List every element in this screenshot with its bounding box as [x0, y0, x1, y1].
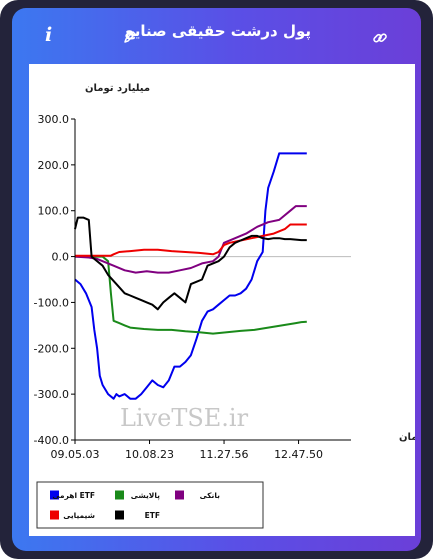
link-icon[interactable] — [372, 30, 388, 46]
x-tick-label: 11.27.56 — [200, 448, 249, 461]
chart-panel: میلیارد تومان زمان LiveTSE.ir -400.0 -300… — [29, 64, 423, 536]
y-tick-label: 100.0 — [38, 205, 70, 218]
widget-title: پول درشت حقیقی صنایع — [124, 22, 311, 40]
legend-label: ETF — [145, 511, 160, 520]
x-axis-label: زمان — [399, 432, 415, 443]
legend-label: شیمیایی — [63, 511, 95, 520]
legend-swatch — [115, 490, 124, 500]
legend-swatch — [50, 490, 59, 500]
pencil-icon[interactable] — [123, 30, 137, 44]
y-tick-label: -200.0 — [34, 342, 69, 355]
series-line — [75, 255, 307, 335]
x-tick-label: 09.05.03 — [51, 448, 100, 461]
legend-box — [36, 481, 264, 529]
y-tick-label: -400.0 — [34, 434, 69, 447]
y-tick-label: 0.0 — [52, 251, 70, 264]
y-tick-label: -100.0 — [34, 296, 69, 309]
series-line — [74, 152, 307, 400]
y-tick-label: -300.0 — [34, 388, 69, 401]
legend-swatch — [175, 490, 184, 500]
series-line — [74, 216, 307, 311]
x-tick-label: 10.08.23 — [125, 448, 174, 461]
widget-header: i پول درشت حقیقی صنایع — [12, 8, 421, 56]
series-line — [74, 205, 307, 274]
legend-label: اهرمی ETF — [52, 491, 95, 500]
y-tick-label: 300.0 — [38, 113, 70, 126]
legend-label: بانکی — [200, 491, 221, 500]
series-line — [75, 223, 307, 257]
widget-card: i پول درشت حقیقی صنایع میلیارد تومان زما… — [12, 8, 423, 551]
line-chart: میلیارد تومان زمان LiveTSE.ir -400.0 -300… — [34, 83, 423, 529]
x-tick-label: 12.47.50 — [274, 448, 323, 461]
y-tick-label: 200.0 — [38, 159, 70, 172]
watermark: LiveTSE.ir — [120, 404, 249, 432]
y-axis-label: میلیارد تومان — [85, 83, 150, 94]
legend-swatch — [50, 510, 59, 520]
legend-label: پالایشی — [131, 491, 160, 500]
legend-swatch — [115, 510, 124, 520]
info-icon[interactable]: i — [45, 24, 53, 46]
